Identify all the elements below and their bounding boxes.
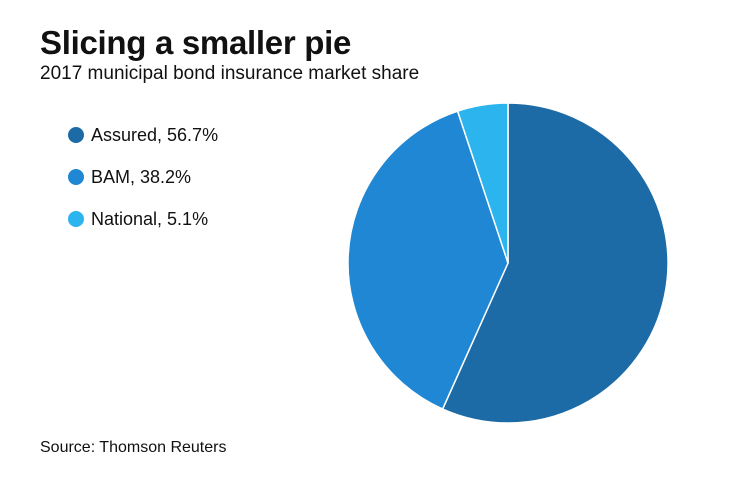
- legend-swatch-national: [68, 211, 84, 227]
- pie-chart: [347, 102, 669, 424]
- legend-label-national: National, 5.1%: [91, 208, 209, 229]
- legend-item-bam: BAM, 38.2%: [68, 166, 218, 188]
- pie-slice-national: [456, 102, 509, 264]
- legend: Assured, 56.7% BAM, 38.2% National, 5.1%: [68, 124, 218, 250]
- legend-label-bam: BAM, 38.2%: [91, 166, 192, 187]
- legend-item-national: National, 5.1%: [68, 208, 218, 230]
- legend-item-assured: Assured, 56.7%: [68, 124, 218, 146]
- legend-label-assured: Assured, 56.7%: [91, 124, 219, 145]
- chart-subtitle: 2017 municipal bond insurance market sha…: [40, 63, 420, 84]
- legend-swatch-bam: [68, 169, 84, 185]
- source-note: Source: Thomson Reuters: [40, 439, 227, 456]
- chart-title: Slicing a smaller pie: [40, 24, 352, 61]
- legend-swatch-assured: [68, 127, 84, 143]
- pie-slice-assured: [441, 102, 669, 424]
- pie-slice-bam: [347, 110, 509, 410]
